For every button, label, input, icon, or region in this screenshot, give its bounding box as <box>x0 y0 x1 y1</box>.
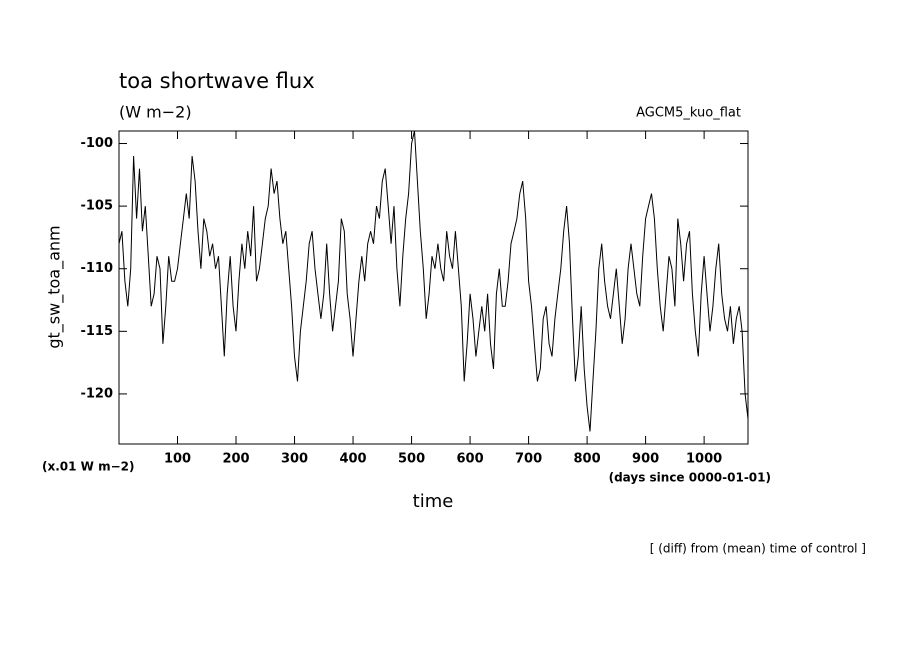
y-tick-label: -115 <box>80 324 113 339</box>
x-axis-label: time <box>413 491 454 512</box>
chart-subtitle: (W m−2) <box>119 103 192 122</box>
y-axis-label: gt_sw_toa_anm <box>45 225 65 348</box>
x-tick-label: 400 <box>339 452 366 467</box>
x-tick-label: 300 <box>281 452 308 467</box>
annotation: AGCM5_kuo_flat <box>636 106 741 121</box>
data-line <box>118 130 749 432</box>
x-tick-label: 200 <box>222 452 249 467</box>
x-tick-label: 500 <box>398 452 425 467</box>
x-tick-label: 800 <box>574 452 601 467</box>
x-tick-label: 700 <box>515 452 542 467</box>
x-tick-label: 600 <box>456 452 483 467</box>
x-tick-label: 1000 <box>686 452 722 467</box>
chart-title: toa shortwave flux <box>119 69 315 93</box>
y-tick-label: -110 <box>80 261 113 276</box>
y-units: (x.01 W m−2) <box>42 460 134 474</box>
y-tick-label: -120 <box>80 386 113 401</box>
y-tick-label: -100 <box>80 136 113 151</box>
plot-frame <box>118 130 749 445</box>
x-tick-label: 900 <box>632 452 659 467</box>
y-tick-label: -105 <box>80 199 113 214</box>
footer-note: [ (diff) from (mean) time of control ] <box>650 542 866 556</box>
x-units: (days since 0000-01-01) <box>609 471 771 485</box>
x-tick-label: 100 <box>164 452 191 467</box>
